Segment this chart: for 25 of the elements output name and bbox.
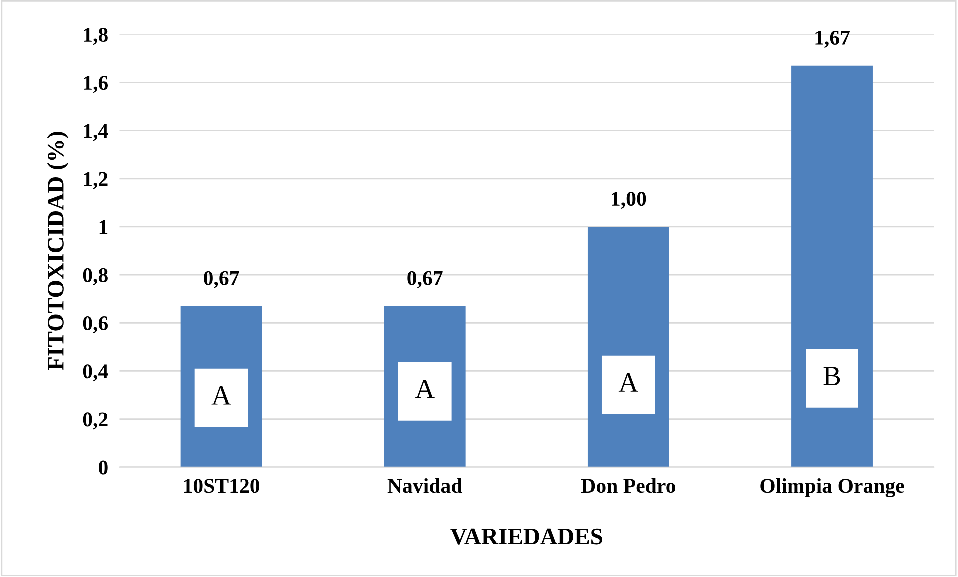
y-tick-label: 1,4 [84, 124, 108, 142]
x-tick-label: Olimpia Orange [760, 478, 904, 498]
data-label: 1,00 [612, 192, 646, 210]
x-tick-label: Navidad [388, 478, 463, 494]
annotation: A [415, 380, 435, 398]
y-tick-label: 1 [100, 220, 108, 234]
x-axis-title: VARIEDADES [450, 528, 602, 545]
annotation: A [212, 386, 232, 405]
data-label: 1,67 [816, 30, 850, 48]
y-tick-label: 0 [99, 460, 108, 475]
x-tick-label: Don Pedro [582, 478, 676, 494]
data-label: 0,67 [204, 271, 240, 288]
y-tick-label: 0,8 [83, 268, 108, 286]
y-tick-label: 1,8 [84, 28, 108, 46]
annotation: A [618, 373, 639, 392]
y-axis-title: FITOTOXICIDAD (%) [47, 132, 69, 371]
annotation: B [824, 367, 840, 386]
y-tick-label: 1,6 [84, 76, 108, 94]
bar [792, 66, 873, 468]
y-tick-label: 0,4 [83, 364, 108, 382]
y-tick-label: 0,2 [83, 412, 108, 430]
x-tick-label: 10ST120 [184, 479, 260, 494]
y-tick-label: 0,6 [83, 316, 108, 334]
y-tick-label: 1,2 [84, 172, 108, 190]
data-label: 0,67 [408, 271, 443, 288]
